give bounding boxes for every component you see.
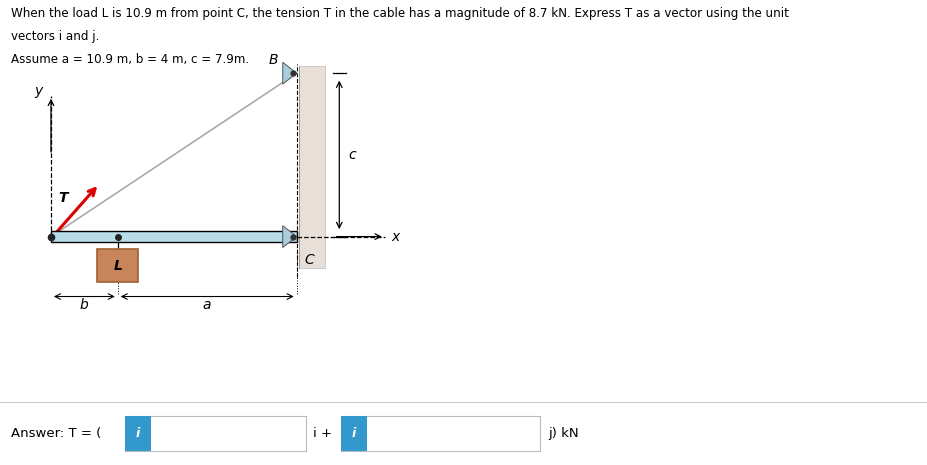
Text: Assume a = 10.9 m, b = 4 m, c = 7.9m.: Assume a = 10.9 m, b = 4 m, c = 7.9m. [11,53,249,66]
Bar [51,231,297,242]
Text: T: T [58,191,68,205]
Text: a: a [203,298,211,312]
Text: L: L [113,259,122,272]
Text: i: i [352,427,356,440]
Text: i +: i + [313,427,332,440]
Text: C: C [304,253,314,267]
Text: When the load L is 10.9 m from point C, the tension T in the cable has a magnitu: When the load L is 10.9 m from point C, … [11,7,789,20]
Text: vectors i and j.: vectors i and j. [11,30,99,43]
Text: y: y [34,84,42,98]
Text: B: B [269,53,278,67]
Bar [299,66,325,268]
Text: Answer: T = (: Answer: T = ( [11,427,101,440]
Bar [97,249,138,282]
Polygon shape [283,226,297,247]
Text: x: x [391,230,400,244]
Text: b: b [80,298,89,312]
Polygon shape [283,62,297,84]
Text: j) kN: j) kN [548,427,578,440]
Text: c: c [349,148,356,162]
Text: i: i [136,427,140,440]
